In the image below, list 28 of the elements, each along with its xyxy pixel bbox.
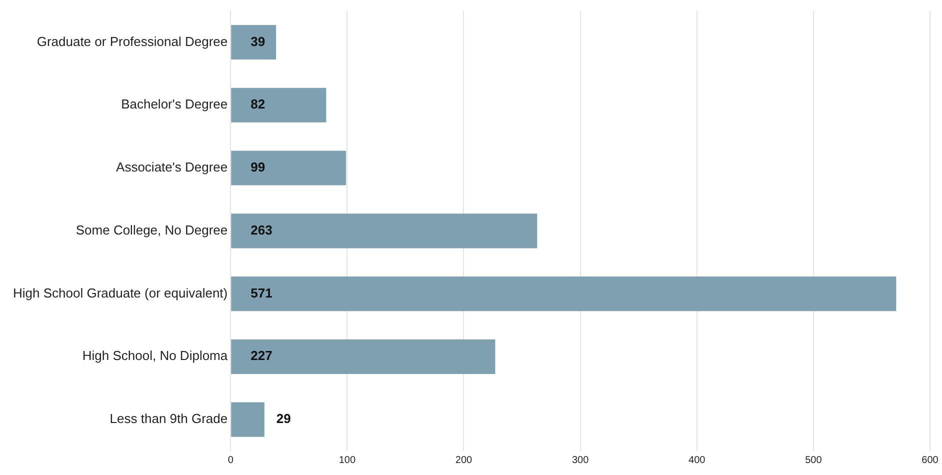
y-tick-label: Bachelor's Degree <box>121 96 228 112</box>
y-tick-label: Less than 9th Grade <box>110 411 228 426</box>
y-tick-label: High School, No Diploma <box>82 348 228 364</box>
x-tick-label: 400 <box>688 454 706 466</box>
data-label: 227 <box>250 348 272 364</box>
bar <box>231 88 326 122</box>
x-tick-label: 0 <box>228 454 234 466</box>
bar <box>231 276 896 312</box>
x-tick-label: 200 <box>455 454 473 466</box>
bar <box>231 402 264 437</box>
y-tick-label: Graduate or Professional Degree <box>36 34 228 49</box>
bar <box>231 150 346 186</box>
x-tick-label: 600 <box>922 454 939 466</box>
data-label: 99 <box>250 160 266 175</box>
x-tick-label: 100 <box>338 454 356 466</box>
x-tick-label: 500 <box>805 454 822 466</box>
data-label: 263 <box>250 222 272 238</box>
bar <box>231 24 276 60</box>
data-label: 29 <box>276 411 291 426</box>
data-label: 571 <box>250 285 272 300</box>
y-tick-label: Associate's Degree <box>116 160 228 175</box>
bar <box>231 214 538 248</box>
data-label: 82 <box>250 96 266 112</box>
y-tick-label: High School Graduate (or equivalent) <box>12 285 228 300</box>
x-tick-label: 300 <box>572 454 590 466</box>
y-tick-label: Some College, No Degree <box>76 222 228 238</box>
data-label: 39 <box>250 34 266 49</box>
bar <box>231 339 496 374</box>
